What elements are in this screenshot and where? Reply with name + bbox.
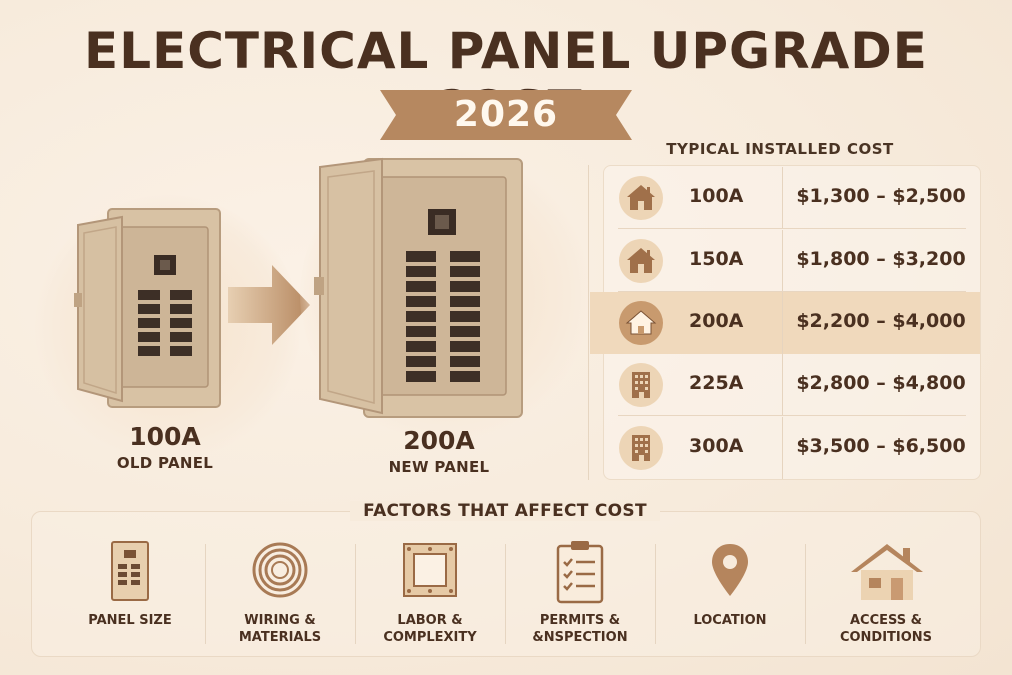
- factor-panel-size: PANEL SIZE: [55, 530, 205, 650]
- factor-label: PANEL SIZE: [88, 613, 172, 628]
- house-icon: [851, 544, 923, 600]
- row-divider: [782, 292, 783, 354]
- row-separator: [618, 228, 966, 229]
- cost-row-300a: 300A $3,500 – $6,500: [604, 417, 980, 479]
- factor-wiring-materials: WIRING & MATERIALS: [205, 530, 355, 650]
- building-icon: [619, 363, 663, 407]
- cost-row-225a: 225A $2,800 – $4,800: [604, 354, 980, 416]
- new-panel-amp: 200A: [403, 426, 475, 455]
- house-icon: [619, 301, 663, 345]
- factor-separator: [355, 544, 356, 644]
- row-price: $2,800 – $4,800: [796, 372, 966, 394]
- row-divider: [782, 167, 783, 229]
- factor-label: WIRING & MATERIALS: [238, 613, 322, 645]
- house-icon: [619, 239, 663, 283]
- factor-label: LABOR & COMPLEXITY: [383, 613, 477, 645]
- factor-separator: [505, 544, 506, 644]
- factors-heading: FACTORS THAT AFFECT COST: [350, 501, 660, 521]
- old-panel-label: OLD PANEL: [116, 454, 214, 472]
- factor-location: LOCATION: [655, 530, 805, 650]
- cost-row-150a: 150A $1,800 – $3,200: [604, 230, 980, 292]
- wire-coil-icon: [252, 542, 308, 598]
- row-separator: [618, 415, 966, 416]
- frame-icon: [403, 543, 457, 597]
- row-price: $1,800 – $3,200: [796, 248, 966, 270]
- row-amp: 225A: [689, 372, 744, 394]
- factor-access-conditions: ACCESS & CONDITIONS: [805, 530, 961, 650]
- house-icon: [619, 176, 663, 220]
- cost-row-200a: 200A $2,200 – $4,000: [590, 292, 980, 354]
- factor-label: LOCATION: [693, 613, 767, 628]
- row-price: $3,500 – $6,500: [796, 435, 966, 457]
- row-amp: 200A: [689, 310, 744, 332]
- row-divider: [782, 417, 783, 479]
- row-separator: [618, 291, 966, 292]
- clipboard-icon: [556, 541, 604, 604]
- new-panel-label: NEW PANEL: [388, 458, 490, 476]
- factor-labor-complexity: LABOR & COMPLEXITY: [355, 530, 505, 650]
- row-price: $2,200 – $4,000: [796, 310, 966, 332]
- factor-separator: [205, 544, 206, 644]
- new-panel-illustration: [314, 157, 523, 418]
- factor-label: PERMITS & &NSPECTION: [532, 613, 628, 645]
- panel-icon: [111, 541, 149, 601]
- building-icon: [619, 426, 663, 470]
- factor-separator: [805, 544, 806, 644]
- factor-label: ACCESS & CONDITIONS: [839, 613, 933, 645]
- row-divider: [782, 230, 783, 292]
- cost-table-heading: TYPICAL INSTALLED COST: [666, 140, 894, 158]
- row-amp: 100A: [689, 185, 744, 207]
- column-divider: [588, 165, 589, 480]
- old-panel-illustration: [74, 208, 221, 408]
- row-amp: 300A: [689, 435, 744, 457]
- year-label: 2026: [453, 94, 559, 135]
- year-ribbon: 2026: [380, 90, 632, 140]
- factor-permits-inspection: PERMITS & &NSPECTION: [505, 530, 655, 650]
- upgrade-arrow-icon: [228, 265, 310, 345]
- location-pin-icon: [712, 544, 748, 596]
- old-panel-amp: 100A: [129, 422, 201, 451]
- row-amp: 150A: [689, 248, 744, 270]
- factor-separator: [655, 544, 656, 644]
- cost-row-100a: 100A $1,300 – $2,500: [604, 167, 980, 229]
- row-divider: [782, 354, 783, 416]
- row-price: $1,300 – $2,500: [796, 185, 966, 207]
- cost-table: 100A $1,300 – $2,500 150A $1,800 – $3,20…: [590, 165, 981, 480]
